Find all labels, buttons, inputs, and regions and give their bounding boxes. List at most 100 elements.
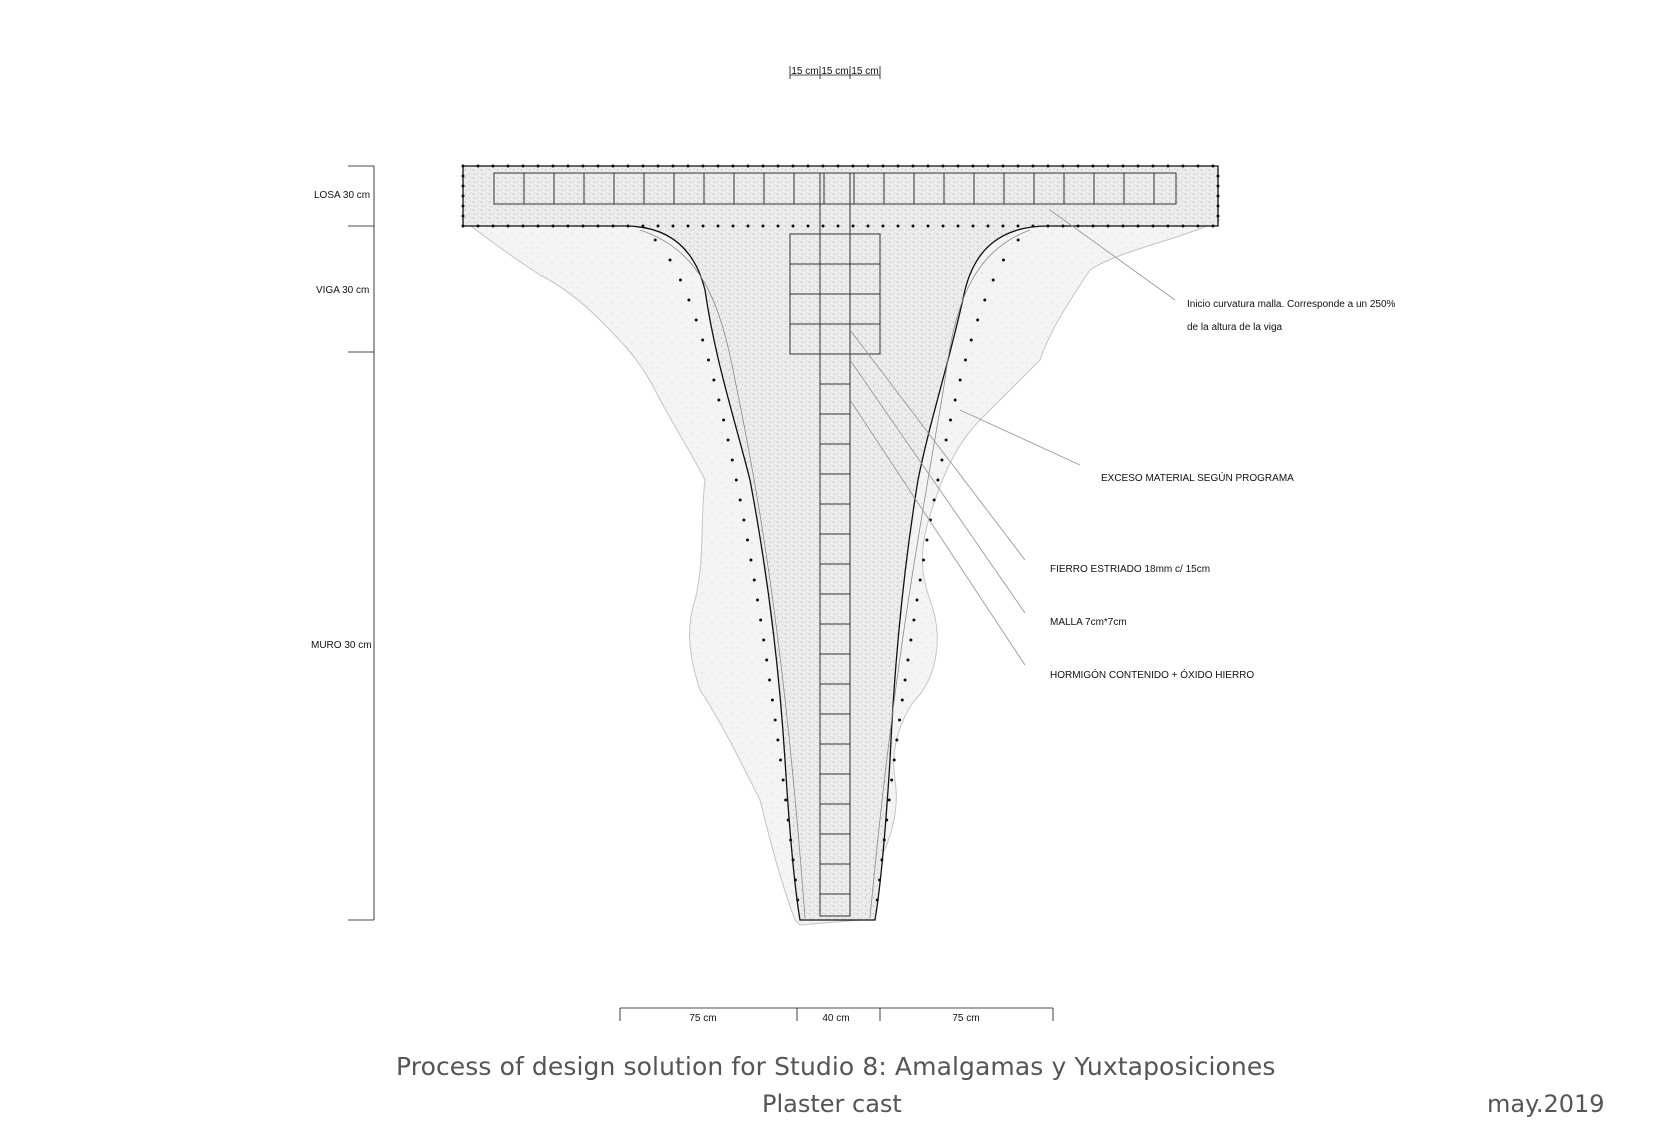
rebar-dot: [491, 224, 495, 228]
rebar-dot: [566, 164, 570, 168]
rebar-dot: [1076, 164, 1080, 168]
rebar-dot: [971, 224, 975, 228]
rebar-dot: [991, 278, 995, 282]
rebar-dot: [986, 224, 990, 228]
rebar-dot: [752, 578, 756, 582]
rebar-dot: [1061, 164, 1065, 168]
rebar-dot: [461, 204, 465, 208]
rebar-dot: [1211, 224, 1215, 228]
rebar-dot: [694, 318, 698, 322]
rebar-dot: [1166, 164, 1170, 168]
rebar-dot: [506, 224, 510, 228]
rebar-dot: [796, 898, 800, 902]
rebar-dot: [880, 858, 884, 862]
rebar-dot: [716, 224, 720, 228]
rebar-dot: [779, 758, 783, 762]
rebar-dot: [1216, 194, 1220, 198]
rebar-dot: [789, 838, 793, 842]
caption-title: Process of design solution for Studio 8:…: [396, 1052, 1276, 1081]
rebar-dot: [956, 164, 960, 168]
rebar-dot: [717, 398, 721, 402]
rebar-dot: [909, 638, 913, 642]
caption-subtitle: Plaster cast: [762, 1090, 902, 1118]
rebar-dot: [963, 358, 967, 362]
rebar-dot: [761, 224, 765, 228]
rebar-dot: [1136, 224, 1140, 228]
rebar-dot: [551, 224, 555, 228]
rebar-dot: [776, 738, 780, 742]
annotation-curvature-1: Inicio curvatura malla. Corresponde a un…: [1187, 299, 1396, 310]
rebar-dot: [1166, 224, 1170, 228]
wall-mesh: [819, 353, 851, 917]
rebar-dot: [971, 164, 975, 168]
rebar-dot: [596, 224, 600, 228]
rebar-dot: [734, 478, 738, 482]
rebar-dot: [756, 598, 760, 602]
rebar-dot: [656, 224, 660, 228]
rebar-dot: [851, 224, 855, 228]
rebar-dot: [1091, 164, 1095, 168]
rebar-dot: [461, 184, 465, 188]
rebar-dot: [701, 164, 705, 168]
rebar-dot: [1216, 214, 1220, 218]
rebar-dot: [668, 258, 672, 262]
leader-lines: [849, 209, 1176, 666]
rebar-dot: [836, 224, 840, 228]
rebar-dot: [768, 678, 772, 682]
annotation-rebar: FIERRO ESTRIADO 18mm c/ 15cm: [1050, 564, 1210, 575]
rebar-dot: [1216, 174, 1220, 178]
rebar-dot: [536, 164, 540, 168]
rebar-dot: [1091, 224, 1095, 228]
rebar-dot: [730, 458, 734, 462]
rebar-dot: [986, 164, 990, 168]
rebar-dot: [892, 758, 896, 762]
slab-mesh: [493, 172, 1177, 205]
rebar-dot: [653, 238, 657, 242]
rebar-dot: [944, 438, 948, 442]
rebar-dot: [749, 558, 753, 562]
rebar-dot: [949, 418, 953, 422]
rebar-dot: [958, 378, 962, 382]
rebar-dot: [746, 224, 750, 228]
rebar-dot: [731, 164, 735, 168]
rebar-dot: [776, 224, 780, 228]
rebar-dot: [911, 224, 915, 228]
caption-date: may.2019: [1487, 1090, 1605, 1118]
rebar-dot: [1196, 224, 1200, 228]
rebar-dot: [936, 478, 940, 482]
rebar-dot: [1046, 164, 1050, 168]
rebar-dot: [941, 164, 945, 168]
rebar-dot: [1016, 224, 1020, 228]
rebar-dot: [686, 224, 690, 228]
annotation-mesh: MALLA 7cm*7cm: [1050, 617, 1127, 628]
rebar-dot: [851, 164, 855, 168]
rebar-dot: [926, 224, 930, 228]
rebar-dot: [461, 174, 465, 178]
rebar-dot: [911, 164, 915, 168]
rebar-dot: [476, 224, 480, 228]
rebar-dot: [1196, 164, 1200, 168]
rebar-dot: [890, 778, 894, 782]
rebar-dot: [491, 164, 495, 168]
rebar-dot: [983, 298, 987, 302]
rebar-dot: [759, 618, 763, 622]
rebar-dot: [806, 164, 810, 168]
rebar-dot: [1121, 224, 1125, 228]
rebar-dot: [956, 224, 960, 228]
wall-mesh-frame: [819, 353, 851, 917]
rebar-dot: [896, 224, 900, 228]
rebar-dot: [918, 578, 922, 582]
rebar-dot: [1031, 164, 1035, 168]
rebar-dot: [836, 164, 840, 168]
rebar-dot: [521, 164, 525, 168]
rebar-dot: [915, 598, 919, 602]
rebar-dot: [821, 164, 825, 168]
perimeter-rebar-dots: [461, 164, 1220, 902]
rebar-dot: [1046, 224, 1050, 228]
rebar-dot: [900, 698, 904, 702]
rebar-dot: [641, 224, 645, 228]
rebar-dot: [761, 164, 765, 168]
rebar-dot: [551, 164, 555, 168]
rebar-dot: [626, 164, 630, 168]
